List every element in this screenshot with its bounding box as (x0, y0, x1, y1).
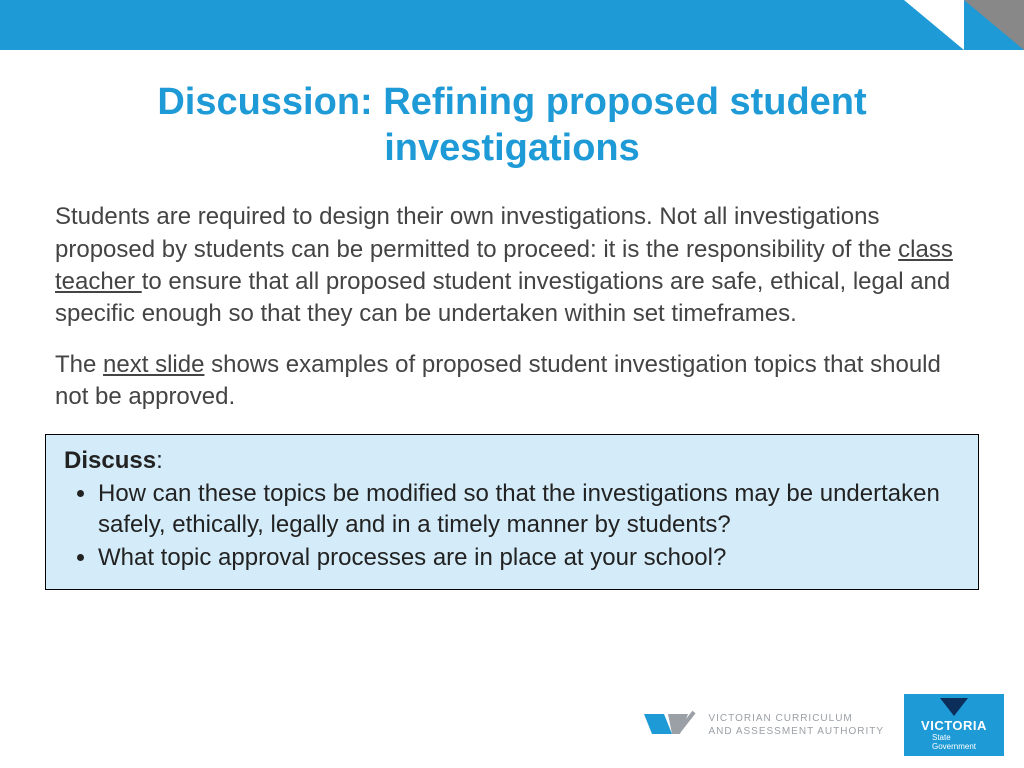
discuss-bullet: What topic approval processes are in pla… (98, 542, 960, 573)
discuss-colon: : (156, 447, 163, 474)
paragraph-2: The next slide shows examples of propose… (55, 349, 969, 414)
header-white-chevron (904, 0, 964, 50)
vcaa-text: VICTORIAN CURRICULUM AND ASSESSMENT AUTH… (708, 712, 884, 738)
vcaa-logo: VICTORIAN CURRICULUM AND ASSESSMENT AUTH… (644, 708, 884, 742)
para1-pre: Students are required to design their ow… (55, 203, 898, 262)
discuss-box: Discuss: How can these topics be modifie… (45, 434, 979, 591)
discuss-list: How can these topics be modified so that… (64, 478, 960, 574)
para2-pre: The (55, 351, 103, 378)
para1-post: to ensure that all proposed student inve… (55, 268, 950, 327)
vic-sub2: Government (932, 743, 976, 752)
footer-logos: VICTORIAN CURRICULUM AND ASSESSMENT AUTH… (644, 694, 1004, 756)
paragraph-1: Students are required to design their ow… (55, 201, 969, 331)
discuss-heading: Discuss (64, 447, 156, 474)
body-content: Students are required to design their ow… (0, 191, 1024, 413)
header-grey-chevron (964, 0, 1024, 50)
vic-brand-text: VICTORIA (921, 718, 987, 733)
discuss-bullet: How can these topics be modified so that… (98, 478, 960, 540)
slide-title: Discussion: Refining proposed student in… (0, 50, 1024, 191)
vcaa-mark-icon (644, 708, 698, 742)
header-bar (0, 0, 1024, 50)
vcaa-line1: VICTORIAN CURRICULUM (708, 712, 884, 725)
para2-underlined: next slide (103, 351, 204, 378)
shield-icon (940, 698, 968, 716)
victoria-gov-logo: VICTORIA State Government (904, 694, 1004, 756)
vic-sub-text: State Government (932, 734, 976, 752)
vcaa-line2: AND ASSESSMENT AUTHORITY (708, 725, 884, 738)
